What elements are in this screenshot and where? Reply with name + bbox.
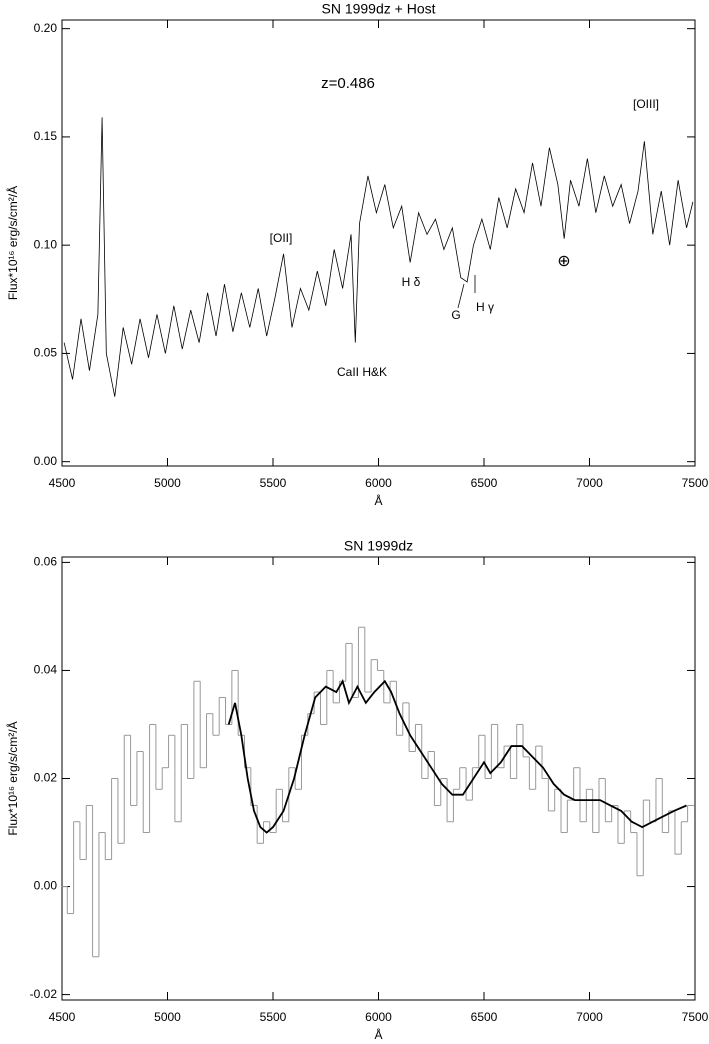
y-tick-label: 0.02 bbox=[34, 771, 58, 785]
annotation: [OII] bbox=[270, 231, 293, 245]
x-tick-label: 7500 bbox=[682, 476, 709, 490]
y-tick-label: -0.02 bbox=[30, 987, 58, 1001]
x-tick-label: 5000 bbox=[154, 1010, 181, 1024]
annotation: z=0.486 bbox=[321, 75, 375, 92]
x-tick-label: 5500 bbox=[260, 1010, 287, 1024]
y-tick-label: 0.04 bbox=[34, 663, 58, 677]
x-tick-label: 7000 bbox=[576, 476, 603, 490]
annotation: H δ bbox=[402, 275, 421, 289]
y-tick-label: 0.15 bbox=[34, 129, 58, 143]
x-tick-label: 4500 bbox=[49, 1010, 76, 1024]
annotation-pointer bbox=[457, 283, 465, 309]
annotation: ⊕ bbox=[557, 253, 570, 270]
step-riser bbox=[66, 627, 689, 957]
x-tick-label: 5500 bbox=[260, 476, 287, 490]
annotation: H γ bbox=[476, 300, 494, 314]
y-tick-label: 0.05 bbox=[34, 346, 58, 360]
x-tick-label: 6500 bbox=[471, 476, 498, 490]
x-axis-label: Å bbox=[374, 493, 382, 508]
x-tick-label: 6000 bbox=[365, 476, 392, 490]
y-tick-label: 0.00 bbox=[34, 454, 58, 468]
spectrum-line bbox=[227, 679, 687, 834]
y-axis-label: Flux*10¹⁶ erg/s/cm²/Å bbox=[5, 186, 20, 300]
chart-title: SN 1999dz + Host bbox=[321, 1, 435, 17]
y-tick-label: 0.10 bbox=[34, 237, 58, 251]
y-tick-label: 0.20 bbox=[34, 21, 58, 35]
x-tick-label: 5000 bbox=[154, 476, 181, 490]
x-tick-label: 6500 bbox=[471, 1010, 498, 1024]
annotation: [OIII] bbox=[633, 97, 659, 111]
annotation: G bbox=[451, 308, 460, 322]
x-axis-label: Å bbox=[374, 1027, 382, 1042]
x-tick-label: 4500 bbox=[49, 476, 76, 490]
x-tick-label: 6000 bbox=[365, 1010, 392, 1024]
spectrum-line bbox=[63, 117, 694, 397]
plot-frame bbox=[61, 19, 696, 467]
y-tick-label: 0.06 bbox=[34, 555, 58, 569]
x-tick-label: 7500 bbox=[682, 1010, 709, 1024]
y-tick-label: 0.00 bbox=[34, 879, 58, 893]
chart-title: SN 1999dz bbox=[344, 538, 413, 554]
y-axis-label: Flux*10¹⁶ erg/s/cm²/Å bbox=[5, 721, 20, 835]
annotation: CaII H&K bbox=[337, 365, 387, 379]
x-tick-label: 7000 bbox=[576, 1010, 603, 1024]
